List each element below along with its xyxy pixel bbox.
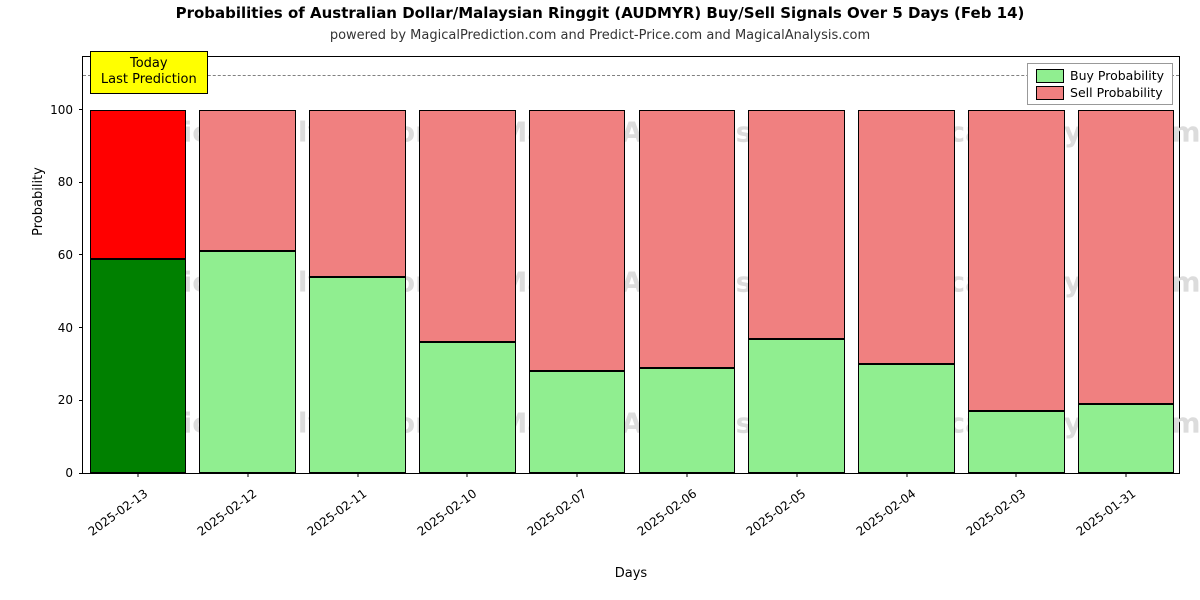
x-tick-label: 2025-02-03 xyxy=(964,486,1029,538)
bar-sell xyxy=(639,110,736,368)
x-tick: 2025-02-05 xyxy=(796,473,797,477)
x-tick: 2025-02-04 xyxy=(906,473,907,477)
bar-buy xyxy=(419,342,516,473)
plot-area: Probability MagicalAnalysis.comMagicalAn… xyxy=(82,56,1180,474)
y-tick-label: 40 xyxy=(58,321,73,335)
chart-subtitle: powered by MagicalPrediction.com and Pre… xyxy=(0,28,1200,43)
today-callout: TodayLast Prediction xyxy=(90,51,208,94)
x-tick-label: 2025-01-31 xyxy=(1074,486,1139,538)
x-tick: 2025-02-10 xyxy=(467,473,468,477)
x-tick: 2025-02-13 xyxy=(137,473,138,477)
x-tick-label: 2025-02-12 xyxy=(195,486,260,538)
y-tick-label: 20 xyxy=(58,393,73,407)
legend-label-buy: Buy Probability xyxy=(1070,68,1164,83)
bar-slot xyxy=(1078,55,1175,473)
x-tick: 2025-02-07 xyxy=(577,473,578,477)
legend-swatch-buy xyxy=(1036,69,1064,83)
bar-sell xyxy=(419,110,516,343)
bar-slot xyxy=(419,55,516,473)
bar-buy xyxy=(199,251,296,473)
bar-slot xyxy=(529,55,626,473)
bar-buy xyxy=(90,259,187,473)
bar-slot xyxy=(639,55,736,473)
x-tick-label: 2025-02-13 xyxy=(85,486,150,538)
legend-row-sell: Sell Probability xyxy=(1036,85,1164,100)
bar-slot xyxy=(199,55,296,473)
today-callout-line2: Last Prediction xyxy=(101,72,197,88)
chart-container: Probabilities of Australian Dollar/Malay… xyxy=(0,0,1200,600)
x-tick-label: 2025-02-11 xyxy=(305,486,370,538)
bar-sell xyxy=(529,110,626,372)
dashed-threshold-line xyxy=(83,75,1179,76)
bar-slot xyxy=(748,55,845,473)
y-tick-label: 100 xyxy=(50,103,73,117)
y-tick-label: 0 xyxy=(65,466,73,480)
bar-sell xyxy=(309,110,406,277)
bar-buy xyxy=(1078,404,1175,473)
bar-buy xyxy=(309,277,406,473)
y-axis-label: Probability xyxy=(31,97,46,306)
bar-buy xyxy=(968,411,1065,473)
x-tick-label: 2025-02-06 xyxy=(634,486,699,538)
bar-sell xyxy=(1078,110,1175,404)
chart-title: Probabilities of Australian Dollar/Malay… xyxy=(0,4,1200,22)
bar-buy xyxy=(639,368,736,473)
today-callout-line1: Today xyxy=(101,56,197,72)
bar-buy xyxy=(529,371,626,473)
bar-slot xyxy=(968,55,1065,473)
bar-sell xyxy=(748,110,845,339)
x-tick-label: 2025-02-05 xyxy=(744,486,809,538)
bar-buy xyxy=(858,364,955,473)
legend: Buy Probability Sell Probability xyxy=(1027,63,1173,105)
x-tick-label: 2025-02-07 xyxy=(525,486,590,538)
legend-swatch-sell xyxy=(1036,86,1064,100)
y-tick-label: 60 xyxy=(58,248,73,262)
bar-slot xyxy=(90,55,187,473)
x-tick-label: 2025-02-10 xyxy=(415,486,480,538)
bar-buy xyxy=(748,339,845,473)
bar-sell xyxy=(199,110,296,252)
bar-slot xyxy=(858,55,955,473)
x-tick: 2025-02-12 xyxy=(247,473,248,477)
legend-row-buy: Buy Probability xyxy=(1036,68,1164,83)
x-tick: 2025-02-11 xyxy=(357,473,358,477)
bar-slot xyxy=(309,55,406,473)
bar-sell xyxy=(90,110,187,259)
bar-sell xyxy=(858,110,955,364)
x-tick: 2025-01-31 xyxy=(1126,473,1127,477)
x-tick: 2025-02-03 xyxy=(1016,473,1017,477)
x-axis-label: Days xyxy=(82,566,1180,581)
y-tick-label: 80 xyxy=(58,175,73,189)
x-tick: 2025-02-06 xyxy=(686,473,687,477)
x-tick-label: 2025-02-04 xyxy=(854,486,919,538)
legend-label-sell: Sell Probability xyxy=(1070,85,1163,100)
bar-sell xyxy=(968,110,1065,412)
